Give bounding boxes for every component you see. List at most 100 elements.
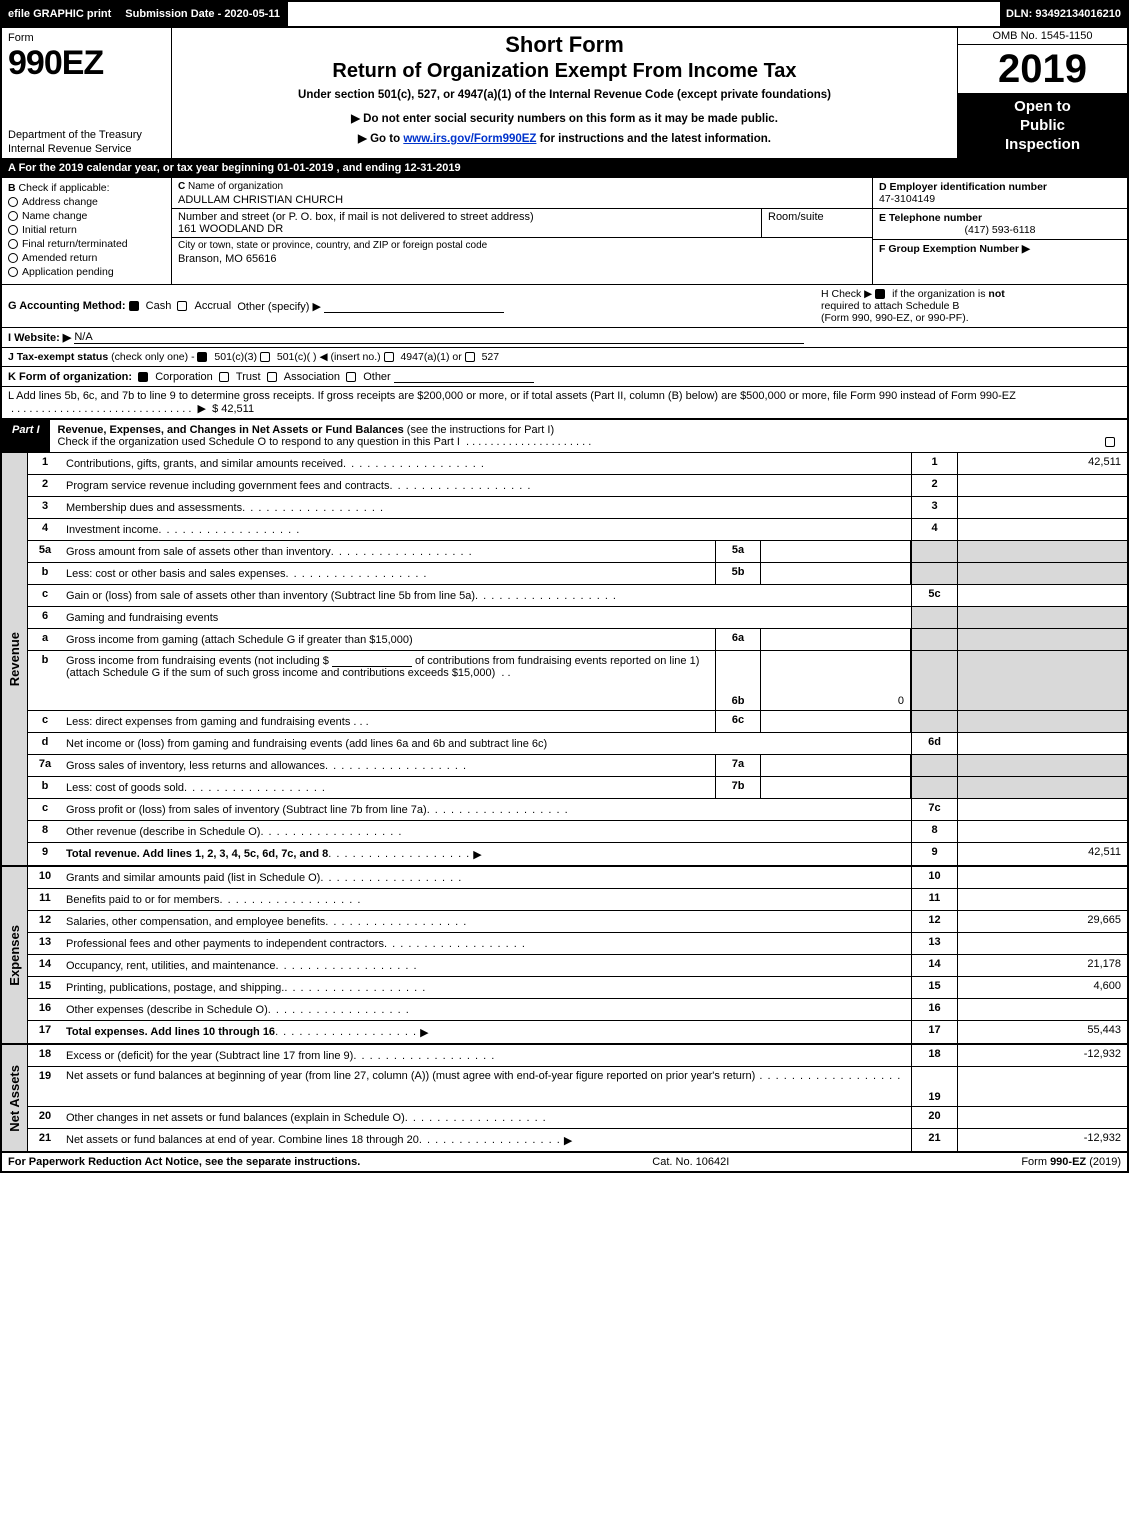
- form-word: Form: [8, 32, 165, 44]
- chk-association[interactable]: [267, 372, 277, 382]
- open-to-public-inspection: Open to Public Inspection: [958, 94, 1127, 158]
- chk-corporation[interactable]: [138, 372, 148, 382]
- g-other-input[interactable]: [324, 300, 504, 313]
- ln13-val: [957, 933, 1127, 954]
- goto-link[interactable]: www.irs.gov/Form990EZ: [403, 133, 536, 145]
- chk-h[interactable]: [875, 289, 885, 299]
- k-a: Corporation: [155, 371, 212, 383]
- chk-final-return[interactable]: [8, 239, 18, 249]
- department-label: Department of the Treasury Internal Reve…: [8, 128, 165, 157]
- ln21-num: 21: [28, 1129, 62, 1151]
- ln5c-val: [957, 585, 1127, 606]
- ln7a-rshade: [911, 755, 957, 776]
- chk-address-change[interactable]: [8, 197, 18, 207]
- chk-schedule-o[interactable]: [1105, 437, 1115, 447]
- footer-right: Form 990-EZ (2019): [1021, 1156, 1121, 1168]
- k-other-input[interactable]: [394, 370, 534, 383]
- line-19: 19 Net assets or fund balances at beginn…: [28, 1067, 1127, 1107]
- chk-initial-return[interactable]: [8, 225, 18, 235]
- ln3-num: 3: [28, 497, 62, 518]
- lbl-amended-return: Amended return: [22, 252, 97, 264]
- expenses-vlabel: Expenses: [2, 867, 28, 1043]
- topbar-spacer: [288, 2, 1000, 26]
- chk-cash[interactable]: [129, 301, 139, 311]
- part-1-header: Part I Revenue, Expenses, and Changes in…: [0, 420, 1129, 453]
- footer-left: For Paperwork Reduction Act Notice, see …: [8, 1156, 360, 1168]
- lbl-application-pending: Application pending: [22, 266, 114, 278]
- ln6b-rshade: [911, 651, 957, 710]
- addr-hint: Number and street (or P. O. box, if mail…: [178, 211, 755, 223]
- chk-application-pending[interactable]: [8, 267, 18, 277]
- ln16-rnum: 16: [911, 999, 957, 1020]
- line-5b: b Less: cost or other basis and sales ex…: [28, 563, 1127, 585]
- chk-other-org[interactable]: [346, 372, 356, 382]
- efile-print-label[interactable]: efile GRAPHIC print: [2, 2, 119, 26]
- ln18-txt: Excess or (deficit) for the year (Subtra…: [66, 1050, 353, 1062]
- j-a: 501(c)(3): [214, 351, 257, 363]
- ln5a-sc: 5a: [715, 541, 761, 562]
- ln5b-sv: [761, 563, 911, 584]
- ln21-txt: Net assets or fund balances at end of ye…: [66, 1134, 419, 1146]
- footer-right-post: (2019): [1086, 1156, 1121, 1168]
- part-1-title: Revenue, Expenses, and Changes in Net As…: [58, 424, 404, 436]
- ln21-val: -12,932: [957, 1129, 1127, 1151]
- ln11-txt: Benefits paid to or for members: [66, 894, 219, 906]
- g-accrual: Accrual: [195, 300, 232, 312]
- line-7a: 7a Gross sales of inventory, less return…: [28, 755, 1127, 777]
- line-16: 16 Other expenses (describe in Schedule …: [28, 999, 1127, 1021]
- part-1-note: (see the instructions for Part I): [407, 424, 554, 436]
- ln5a-sv: [761, 541, 911, 562]
- line-7c: c Gross profit or (loss) from sales of i…: [28, 799, 1127, 821]
- ln5c-num: c: [28, 585, 62, 606]
- j-b: 501(c)( ) ◀ (insert no.): [277, 351, 381, 363]
- ln12-val: 29,665: [957, 911, 1127, 932]
- ln14-txt: Occupancy, rent, utilities, and maintena…: [66, 960, 276, 972]
- ein-value: 47-3104149: [879, 193, 1121, 205]
- tax-year: 2019: [958, 45, 1127, 94]
- header-left: Form 990EZ Department of the Treasury In…: [2, 28, 172, 158]
- chk-4947[interactable]: [384, 352, 394, 362]
- header-middle: Short Form Return of Organization Exempt…: [172, 28, 957, 158]
- g-label: G Accounting Method:: [8, 300, 126, 312]
- ln7c-txt: Gross profit or (loss) from sales of inv…: [66, 804, 427, 816]
- l-text: L Add lines 5b, 6c, and 7b to line 9 to …: [8, 390, 1016, 402]
- ln6d-val: [957, 733, 1127, 754]
- ln6b-blank[interactable]: [332, 654, 412, 667]
- addr-val: 161 WOODLAND DR: [178, 223, 755, 235]
- chk-trust[interactable]: [219, 372, 229, 382]
- ln6a-sc: 6a: [715, 629, 761, 650]
- ln20-txt: Other changes in net assets or fund bala…: [66, 1112, 405, 1124]
- chk-501c[interactable]: [260, 352, 270, 362]
- chk-527[interactable]: [465, 352, 475, 362]
- line-5c: c Gain or (loss) from sale of assets oth…: [28, 585, 1127, 607]
- ln6a-txt: Gross income from gaming (attach Schedul…: [66, 634, 413, 646]
- inspect-2: Public: [960, 117, 1125, 136]
- chk-amended-return[interactable]: [8, 253, 18, 263]
- line-8: 8 Other revenue (describe in Schedule O)…: [28, 821, 1127, 843]
- b-check-text: Check if applicable:: [19, 182, 110, 194]
- ln17-rnum: 17: [911, 1021, 957, 1043]
- ln20-val: [957, 1107, 1127, 1128]
- ln19-rnum: 19: [911, 1067, 957, 1106]
- row-j: J Tax-exempt status (check only one) - 5…: [0, 348, 1129, 367]
- line-6d: d Net income or (loss) from gaming and f…: [28, 733, 1127, 755]
- ln7b-sv: [761, 777, 911, 798]
- lbl-final-return: Final return/terminated: [22, 238, 128, 250]
- ln12-rnum: 12: [911, 911, 957, 932]
- form-number: 990EZ: [8, 44, 165, 83]
- line-10: 10 Grants and similar amounts paid (list…: [28, 867, 1127, 889]
- chk-501c3[interactable]: [197, 352, 207, 362]
- net-assets-table: Net Assets 18 Excess or (deficit) for th…: [0, 1045, 1129, 1153]
- d-label: D Employer identification number: [879, 181, 1121, 193]
- chk-name-change[interactable]: [8, 211, 18, 221]
- line-13: 13 Professional fees and other payments …: [28, 933, 1127, 955]
- goto-line: ▶ Go to www.irs.gov/Form990EZ for instru…: [178, 131, 951, 145]
- ln15-rnum: 15: [911, 977, 957, 998]
- chk-accrual[interactable]: [177, 301, 187, 311]
- k-label: K Form of organization:: [8, 371, 132, 383]
- lbl-name-change: Name change: [22, 210, 87, 222]
- h-text3: required to attach Schedule B: [821, 300, 959, 312]
- part-1-tag: Part I: [2, 420, 50, 452]
- line-18: 18 Excess or (deficit) for the year (Sub…: [28, 1045, 1127, 1067]
- line-14: 14 Occupancy, rent, utilities, and maint…: [28, 955, 1127, 977]
